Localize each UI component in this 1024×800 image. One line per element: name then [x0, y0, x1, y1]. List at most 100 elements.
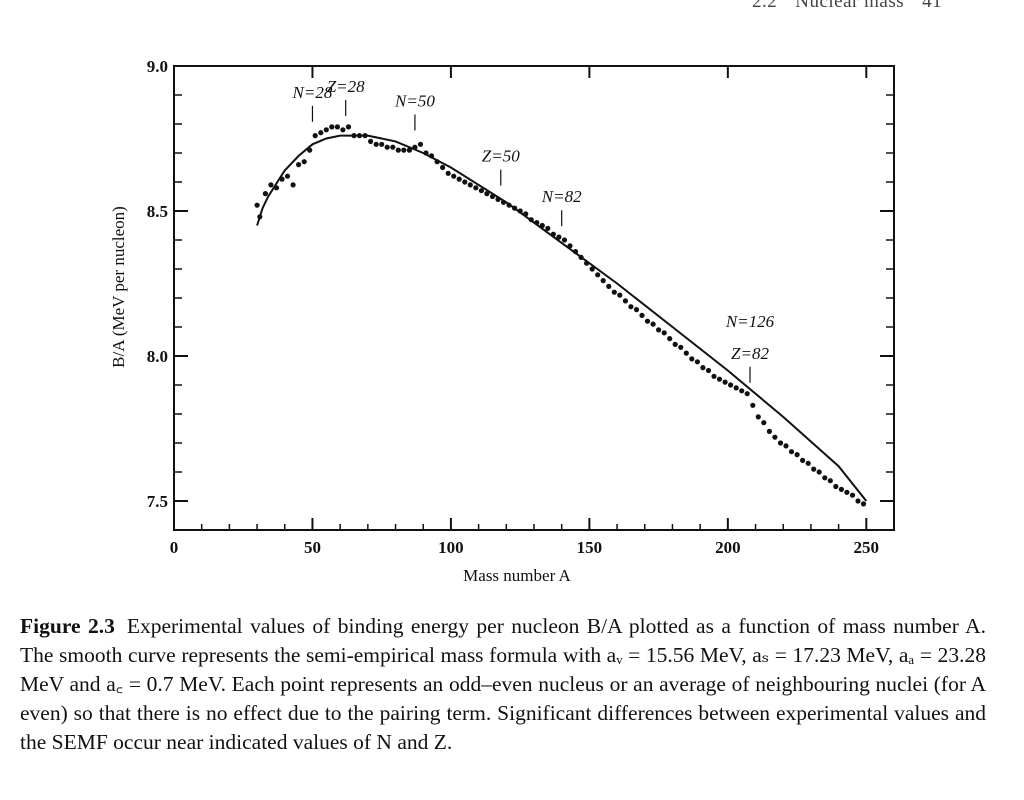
data-point — [362, 133, 368, 139]
y-tick-label: 8.5 — [147, 202, 168, 221]
y-axis-label: B/A (MeV per nucleon) — [109, 206, 128, 368]
data-point — [739, 388, 745, 394]
data-point — [584, 260, 590, 266]
annotation-label: N=126 — [725, 312, 775, 331]
data-point — [406, 147, 412, 153]
data-point — [478, 188, 484, 194]
data-point — [296, 162, 302, 168]
data-point — [356, 133, 363, 139]
data-point — [689, 356, 695, 362]
data-point — [528, 217, 534, 223]
data-points-layer — [254, 124, 867, 507]
data-point — [451, 173, 457, 179]
data-point — [811, 466, 817, 472]
binding-energy-chart: 0 50 100 150 200 250 7.5 8.0 8.5 9.0 N=28Z=28 N=50… — [109, 57, 895, 585]
data-point — [556, 234, 562, 240]
data-point — [644, 318, 651, 324]
semf-curve — [256, 134, 868, 502]
data-point — [822, 475, 828, 481]
data-point — [777, 440, 784, 446]
data-point — [384, 144, 390, 150]
data-point — [672, 341, 678, 347]
data-point — [744, 391, 750, 397]
data-point — [257, 214, 263, 220]
annotation-label: N=82 — [541, 187, 582, 206]
data-point — [728, 382, 734, 388]
data-point — [456, 176, 462, 182]
data-point — [711, 373, 717, 379]
x-tick-label: 100 — [438, 538, 464, 557]
data-point — [345, 124, 352, 130]
data-point — [661, 330, 667, 336]
data-point — [656, 327, 662, 333]
data-point — [334, 124, 340, 130]
data-point — [489, 193, 496, 200]
data-point — [849, 492, 856, 498]
data-point — [511, 205, 518, 211]
section-number: 2.2 — [752, 0, 778, 12]
data-point — [351, 133, 357, 139]
data-point — [495, 196, 501, 202]
data-point — [838, 486, 845, 492]
data-point — [254, 202, 260, 208]
data-point — [628, 304, 634, 310]
data-point — [617, 292, 623, 298]
data-point — [473, 185, 479, 191]
data-point — [750, 402, 756, 408]
data-point — [694, 359, 701, 365]
data-point — [833, 483, 839, 490]
data-point — [783, 443, 789, 449]
data-point — [800, 457, 806, 463]
data-point — [567, 243, 573, 249]
data-point — [700, 365, 706, 371]
annotation-label: Z=82 — [731, 344, 769, 363]
data-point — [534, 220, 540, 226]
data-point — [517, 208, 523, 214]
data-point — [329, 124, 335, 130]
data-point — [440, 164, 446, 171]
y-tick-label: 9.0 — [147, 57, 168, 76]
data-point — [545, 225, 551, 231]
data-point — [805, 460, 811, 466]
data-point — [716, 376, 723, 382]
section-title: Nuclear mass — [795, 0, 905, 12]
data-point — [523, 211, 529, 217]
data-point — [561, 237, 568, 243]
data-point — [307, 147, 313, 153]
data-point — [395, 147, 401, 153]
annotation-label: Z=50 — [482, 147, 520, 166]
x-tick-label: 50 — [304, 538, 321, 557]
data-point — [595, 272, 601, 278]
figure-caption: Figure 2.3 Experimental values of binding… — [20, 612, 986, 757]
data-point — [434, 159, 440, 165]
data-point — [550, 231, 557, 237]
data-point — [273, 185, 280, 191]
page-header: 2.2 Nuclear mass 41 — [752, 0, 992, 13]
data-point — [766, 428, 773, 434]
data-point — [650, 321, 656, 327]
data-point — [578, 254, 584, 260]
annotation-label: N=50 — [394, 92, 435, 111]
x-tick-label: 150 — [577, 538, 603, 557]
data-point — [788, 449, 795, 455]
data-point — [589, 266, 595, 272]
plot-frame — [173, 65, 895, 531]
data-point — [794, 452, 800, 458]
data-point — [827, 478, 833, 484]
data-point — [467, 182, 473, 188]
data-point — [412, 144, 418, 150]
data-point — [323, 127, 329, 133]
annotation-label: N=28 — [292, 83, 333, 102]
data-point — [268, 182, 274, 188]
data-point — [506, 202, 512, 208]
data-point — [417, 141, 424, 147]
data-point — [860, 501, 867, 507]
data-point — [318, 130, 324, 136]
data-point — [855, 498, 861, 504]
data-point — [462, 179, 468, 185]
data-point — [262, 191, 268, 197]
data-point — [423, 150, 429, 156]
semf-curve-layer — [256, 134, 868, 502]
y-tick-label: 7.5 — [147, 492, 168, 511]
data-point — [755, 414, 761, 420]
